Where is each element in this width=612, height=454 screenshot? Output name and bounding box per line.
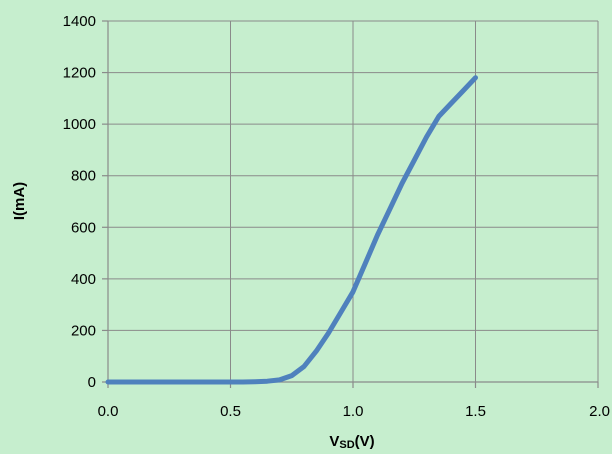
x-axis-title: VSD(V): [329, 433, 374, 451]
y-tick-label: 600: [71, 219, 96, 236]
y-axis-title: I(mA): [11, 182, 28, 220]
series-layer: [105, 75, 478, 385]
x-axis-title-unit: (V): [355, 433, 375, 450]
series-line: [105, 75, 478, 385]
y-tick-label: 1000: [63, 116, 96, 133]
x-tick-label: 0.0: [98, 403, 119, 420]
y-tick-label: 400: [71, 271, 96, 288]
tick-labels: 0 200 400 600 800 1000 1200 1400 0.0 0.5 1.0 1.5 2.0: [63, 13, 610, 420]
y-tick-label: 800: [71, 168, 96, 185]
x-tick-label: 1.5: [465, 403, 486, 420]
x-axis-title-main: V: [329, 433, 339, 450]
y-tick-label: 1400: [63, 13, 96, 30]
gridlines: [108, 20, 599, 382]
x-tick-label: 0.5: [220, 403, 241, 420]
x-axis-title-subscript: SD: [339, 439, 354, 451]
x-tick-label: 1.0: [343, 403, 364, 420]
y-tick-label: 0: [88, 374, 96, 391]
y-tick-label: 1200: [63, 65, 96, 82]
y-tick-label: 200: [71, 322, 96, 339]
x-tick-label: 2.0: [589, 403, 610, 420]
